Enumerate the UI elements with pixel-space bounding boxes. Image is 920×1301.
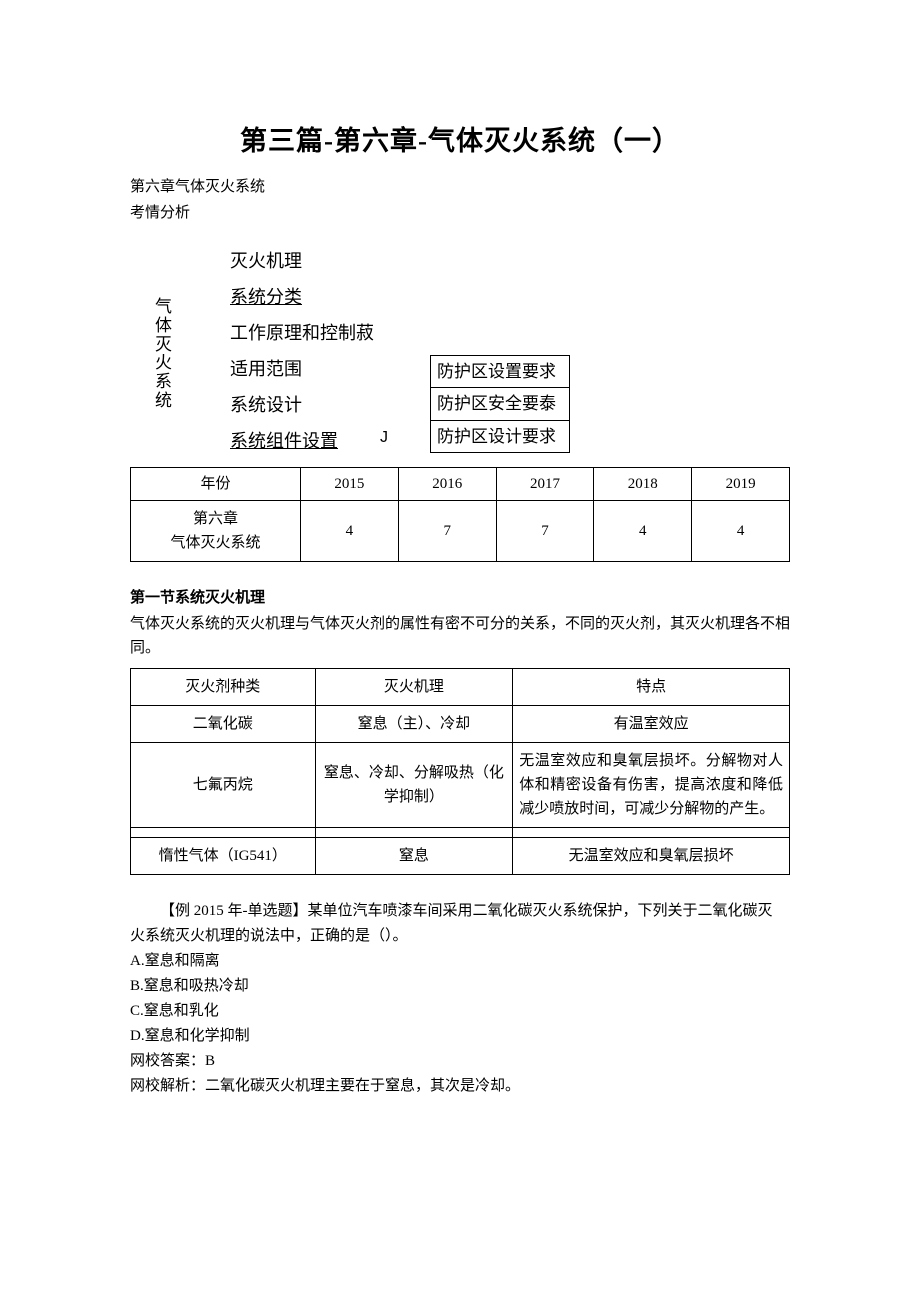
table-cell bbox=[315, 828, 513, 838]
table-cell: 7 bbox=[496, 501, 594, 562]
outline-j-label: J bbox=[380, 425, 388, 451]
table-row: 七氟丙烷 窒息、冷却、分解吸热（化学抑制） 无温室效应和臭氧层损坏。分解物对人体… bbox=[131, 743, 790, 828]
question-explanation: 网校解析：二氧化碳灭火机理主要在于窒息，其次是冷却。 bbox=[130, 1074, 790, 1098]
table-cell bbox=[131, 828, 316, 838]
document-title: 第三篇-第六章-气体灭火系统（一） bbox=[130, 120, 790, 163]
outline-box: 防护区安全要泰 bbox=[430, 387, 570, 420]
table-row: 二氧化碳 窒息（主）、冷却 有温室效应 bbox=[131, 706, 790, 743]
table-cell: 二氧化碳 bbox=[131, 706, 316, 743]
year-header: 2016 bbox=[398, 468, 496, 501]
table-row: 第六章气体灭火系统 4 7 7 4 4 bbox=[131, 501, 790, 562]
table-cell: 无温室效应和臭氧层损坏 bbox=[513, 838, 790, 875]
table-row: 年份 2015 2016 2017 2018 2019 bbox=[131, 468, 790, 501]
year-header: 2019 bbox=[692, 468, 790, 501]
question-option: D.窒息和化学抑制 bbox=[130, 1024, 790, 1048]
outline-item: 适用范围 bbox=[230, 351, 374, 387]
table-cell: 窒息、冷却、分解吸热（化学抑制） bbox=[315, 743, 513, 828]
table-cell bbox=[513, 828, 790, 838]
table-cell: 惰性气体（IG541） bbox=[131, 838, 316, 875]
outline-item: 系统分类 bbox=[230, 279, 374, 315]
table-header: 特点 bbox=[513, 669, 790, 706]
outline-box-stack: 防护区设置要求 防护区安全要泰 防护区设计要求 bbox=[430, 355, 570, 452]
table-cell: 七氟丙烷 bbox=[131, 743, 316, 828]
outline-diagram: 气体灭火系统 灭火机理 系统分类 工作原理和控制菽 适用范围 系统设计 系统组件… bbox=[130, 243, 790, 453]
table-header: 灭火机理 bbox=[315, 669, 513, 706]
section-heading: 第一节系统灭火机理 bbox=[130, 586, 790, 610]
table-cell: 窒息（主）、冷却 bbox=[315, 706, 513, 743]
chapter-heading: 第六章气体灭火系统 bbox=[130, 175, 790, 199]
year-score-table: 年份 2015 2016 2017 2018 2019 第六章气体灭火系统 4 … bbox=[130, 467, 790, 562]
outline-vertical-label: 气体灭火系统 bbox=[155, 298, 173, 410]
section-paragraph: 气体灭火系统的灭火机理与气体灭火剂的属性有密不可分的关系，不同的灭火剂，其灭火机… bbox=[130, 612, 790, 660]
year-header: 2018 bbox=[594, 468, 692, 501]
outline-item: 系统设计 bbox=[230, 387, 374, 423]
exam-analysis-heading: 考情分析 bbox=[130, 201, 790, 225]
table-cell: 窒息 bbox=[315, 838, 513, 875]
table-cell: 4 bbox=[301, 501, 399, 562]
outline-box: 防护区设计要求 bbox=[430, 420, 570, 453]
table-row: 惰性气体（IG541） 窒息 无温室效应和臭氧层损坏 bbox=[131, 838, 790, 875]
mechanism-table: 灭火剂种类 灭火机理 特点 二氧化碳 窒息（主）、冷却 有温室效应 七氟丙烷 窒… bbox=[130, 668, 790, 875]
year-header: 年份 bbox=[131, 468, 301, 501]
question-option: A.窒息和隔离 bbox=[130, 949, 790, 973]
table-cell: 4 bbox=[692, 501, 790, 562]
table-cell: 有温室效应 bbox=[513, 706, 790, 743]
question-stem: 火系统灭火机理的说法中，正确的是（）。 bbox=[130, 924, 790, 948]
question-option: C.窒息和乳化 bbox=[130, 999, 790, 1023]
table-cell: 无温室效应和臭氧层损坏。分解物对人体和精密设备有伤害，提高浓度和降低减少喷放时间… bbox=[513, 743, 790, 828]
outline-list: 灭火机理 系统分类 工作原理和控制菽 适用范围 系统设计 系统组件设置 bbox=[230, 243, 374, 459]
question-option: B.窒息和吸热冷却 bbox=[130, 974, 790, 998]
question-answer: 网校答案：B bbox=[130, 1049, 790, 1073]
outline-item: 工作原理和控制菽 bbox=[230, 315, 374, 351]
outline-box: 防护区设置要求 bbox=[430, 355, 570, 388]
table-header: 灭火剂种类 bbox=[131, 669, 316, 706]
row-label: 第六章气体灭火系统 bbox=[131, 501, 301, 562]
year-header: 2015 bbox=[301, 468, 399, 501]
question-stem: 【例 2015 年-单选题】某单位汽车喷漆车间采用二氧化碳灭火系统保护，下列关于… bbox=[130, 899, 790, 923]
table-cell: 7 bbox=[398, 501, 496, 562]
example-question: 【例 2015 年-单选题】某单位汽车喷漆车间采用二氧化碳灭火系统保护，下列关于… bbox=[130, 899, 790, 1098]
outline-item: 系统组件设置 bbox=[230, 423, 374, 459]
table-row: 灭火剂种类 灭火机理 特点 bbox=[131, 669, 790, 706]
year-header: 2017 bbox=[496, 468, 594, 501]
table-cell: 4 bbox=[594, 501, 692, 562]
table-row bbox=[131, 828, 790, 838]
outline-item: 灭火机理 bbox=[230, 243, 374, 279]
